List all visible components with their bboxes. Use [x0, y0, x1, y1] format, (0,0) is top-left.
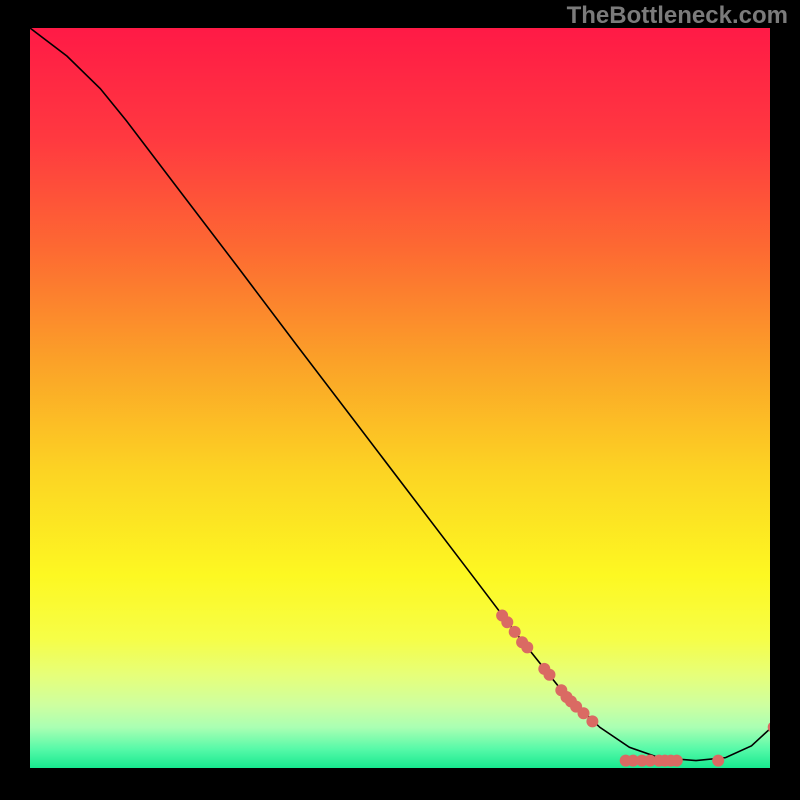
- data-marker: [501, 616, 513, 628]
- data-marker: [671, 755, 683, 767]
- data-marker: [578, 707, 590, 719]
- chart-container: TheBottleneck.com: [0, 0, 800, 800]
- data-marker: [543, 669, 555, 681]
- chart-svg: [0, 0, 800, 800]
- data-marker: [521, 641, 533, 653]
- watermark-text: TheBottleneck.com: [567, 2, 788, 30]
- data-marker: [712, 755, 724, 767]
- data-marker: [509, 626, 521, 638]
- data-marker: [586, 715, 598, 727]
